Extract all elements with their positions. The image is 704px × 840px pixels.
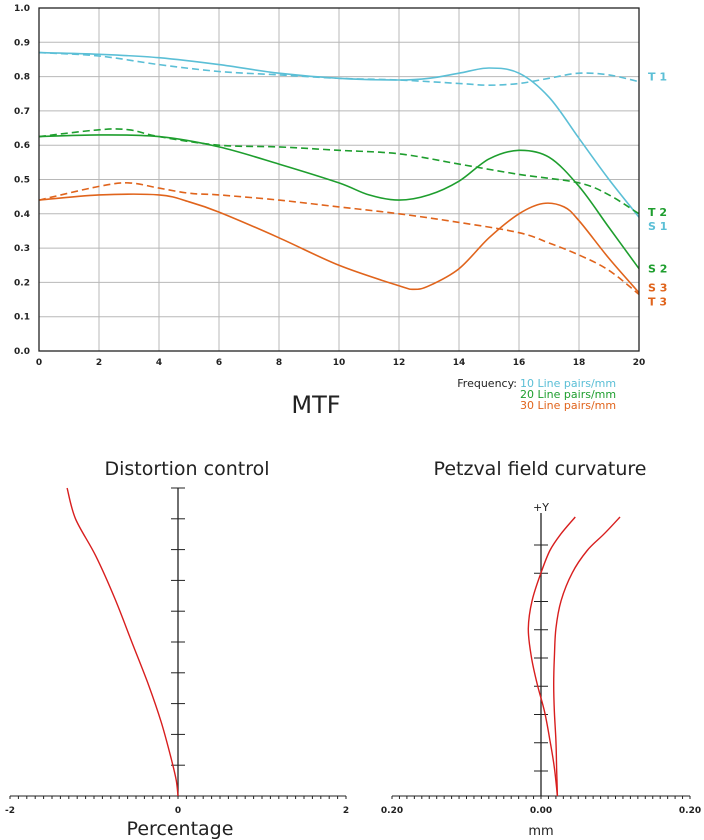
petzval-x-ticks: [391, 796, 691, 799]
mtf-title: MTF: [291, 391, 340, 419]
mtf-series-t1: [38, 51, 640, 87]
mtf-x-tick-labels: 0 2 4 6 8 10 12 14 16 18 20: [36, 358, 645, 368]
mtf-y-tick-label: 0.0: [14, 347, 30, 357]
mtf-label-s3: S 3: [648, 282, 667, 295]
petzval-chart: Petzval field curvature +Y 0.20 0.00 0.2…: [381, 458, 701, 839]
mtf-curve-labels: T 1 S 1T 2 S 2 T 3S 3: [648, 71, 667, 309]
legend-item-10: 10 Line pairs/mm: [520, 377, 616, 390]
petzval-y-label: +Y: [533, 501, 549, 514]
mtf-label-t2: T 2: [648, 206, 667, 219]
mtf-y-tick-label: 0.1: [14, 313, 30, 323]
mtf-y-tick-label: 0.2: [14, 278, 30, 288]
distortion-tick-label-right: 2: [343, 806, 349, 816]
mtf-label-s1: S 1: [648, 220, 667, 233]
mtf-legend: Frequency: 10 Line pairs/mm 20 Line pair…: [457, 377, 616, 412]
mtf-label-t3: T 3: [648, 295, 667, 308]
distortion-chart: Distortion control -2 0 2 Percentage: [5, 458, 349, 840]
mtf-x-tick-label: 0: [36, 358, 42, 368]
mtf-y-tick-label: 0.5: [14, 176, 30, 186]
mtf-x-tick-label: 20: [633, 358, 646, 368]
petzval-curve-inner: [527, 516, 576, 797]
mtf-series-s2: [38, 134, 640, 270]
mtf-x-tick-label: 12: [393, 358, 406, 368]
petzval-title: Petzval field curvature: [434, 458, 647, 480]
mtf-x-tick-label: 14: [453, 358, 466, 368]
mtf-y-tick-label: 0.3: [14, 244, 30, 254]
mtf-y-tick-label: 1.0: [14, 4, 30, 14]
mtf-x-tick-label: 8: [276, 358, 282, 368]
petzval-x-label: mm: [528, 824, 553, 839]
mtf-y-tick-label: 0.6: [14, 141, 30, 151]
mtf-series-s1: [38, 51, 640, 218]
petzval-curve-outer: [552, 516, 621, 797]
distortion-tick-label-center: 0: [175, 806, 181, 816]
mtf-x-tick-label: 16: [513, 358, 526, 368]
mtf-label-s2: S 2: [648, 263, 667, 276]
mtf-series-s3: [38, 193, 640, 294]
mtf-x-tick-label: 10: [333, 358, 346, 368]
mtf-chart: 0 2 4 6 8 10 12 14 16 18 20 0.00.10.20.30.40.50.60…: [14, 4, 667, 419]
petzval-tick-label-left: 0.20: [381, 806, 403, 816]
mtf-y-tick-label: 0.4: [14, 210, 30, 220]
distortion-curve: [66, 487, 179, 797]
mtf-y-tick-label: 0.8: [14, 73, 30, 83]
mtf-y-tick-labels: 0.0 0.1 0.2 0.3 0.4 0.5 0.6 0.7 0.8 0.9 1.0: [14, 4, 30, 357]
mtf-series-lines: [38, 51, 640, 296]
mtf-x-tick-label: 4: [156, 358, 162, 368]
legend-item-30: 30 Line pairs/mm: [520, 399, 616, 412]
mtf-y-tick-label: 0.7: [14, 107, 30, 117]
mtf-plot-frame: [38, 7, 640, 352]
mtf-y-tick-label: 0.9: [14, 38, 30, 48]
distortion-x-ticks: [9, 796, 347, 799]
mtf-x-tick-label: 6: [216, 358, 222, 368]
mtf-label-t1: T 1: [648, 71, 667, 84]
legend-title: Frequency:: [457, 377, 517, 390]
mtf-series-t2: [38, 128, 640, 215]
distortion-title: Distortion control: [105, 458, 270, 480]
distortion-x-label: Percentage: [127, 818, 234, 840]
mtf-x-tick-label: 18: [573, 358, 586, 368]
distortion-tick-label-left: -2: [5, 806, 15, 816]
petzval-tick-label-center: 0.00: [530, 806, 552, 816]
legend-item-20: 20 Line pairs/mm: [520, 388, 616, 401]
petzval-tick-label-right: 0.20: [679, 806, 701, 816]
mtf-series-t3: [38, 182, 640, 296]
mtf-x-tick-label: 2: [96, 358, 102, 368]
